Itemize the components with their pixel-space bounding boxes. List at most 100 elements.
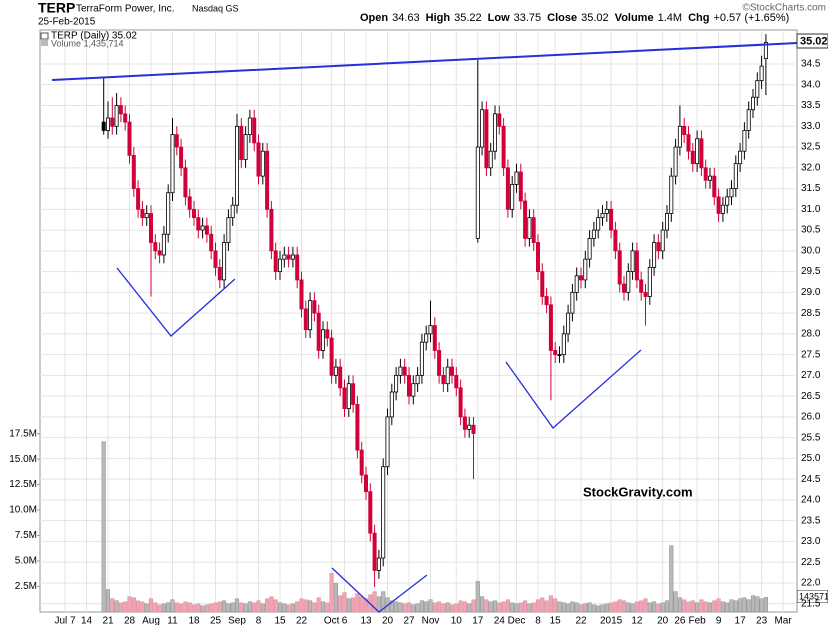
volume-bar [260,603,265,613]
candle-body [548,304,553,351]
candle-body [114,105,119,127]
y-tick-label: 25.0 [801,453,821,464]
grid [40,30,797,612]
volume-bar [561,602,566,613]
x-tick-label: Nov [422,616,440,625]
y-tick-label: 22.0 [801,578,821,589]
candle-body [484,109,489,169]
candle-body [742,130,747,152]
candle-body [174,134,179,148]
x-tick-label: 20 [382,616,394,625]
volume-tick-label: 15.0M [9,454,37,465]
exchange: Nasdaq GS [192,3,239,13]
candle-body [536,242,541,273]
candle-body [613,229,618,252]
volume-bar [437,601,442,613]
candle-body [492,113,497,152]
volume-bar [664,600,670,613]
y-tick-label: 21.5 [801,598,821,609]
candle-body [656,242,661,252]
y-tick-label: 23.0 [801,536,821,547]
candle-body [763,42,768,60]
volume-bar [196,603,201,613]
candle-body [295,254,300,281]
candle-body [428,325,433,335]
candle-body [136,188,141,210]
y-tick-label: 24.0 [801,495,821,506]
volume-tick-label: 7.5M [15,530,37,541]
y-tick-label: 25.5 [801,432,821,443]
candle-body [170,134,175,194]
candle-body [213,250,218,268]
volume-bar [131,597,136,613]
x-tick-label: 28 [124,616,136,625]
candle-body [708,175,713,181]
candle-body [411,383,416,397]
volume-bar [669,545,674,613]
quote-label: Volume [615,12,654,24]
candle-body [183,167,188,198]
volume-bar [484,599,489,613]
candle-body [652,242,657,268]
candle-body [209,233,214,252]
volume-bar [480,596,485,613]
volume-bar [101,441,106,613]
candle-body [604,208,609,214]
candle-body [510,184,515,210]
quote-value: +0.57 (+1.65%) [713,12,789,24]
v-mark [116,267,236,337]
volume-bar [136,600,141,613]
volume-bar [239,602,244,613]
y-tick-label: 23.5 [801,515,821,526]
volume-bar [488,601,493,613]
volume-bar [338,595,343,613]
candle-body [518,171,523,202]
volume-bar [105,589,111,613]
volume-bar [273,599,278,613]
volume-bar [510,602,515,613]
quote-value: 33.75 [514,12,542,24]
y-tick-label: 28.0 [801,329,821,340]
candle-body [540,271,545,297]
candle-body [376,557,381,571]
candle-body [127,121,132,156]
volume-bar [686,601,691,613]
volume-tick-label: 12.5M [9,479,37,490]
volume-bar [265,598,270,613]
x-tick-label: 18 [188,616,200,625]
y-tick-label: 22.5 [801,557,821,568]
annotations [51,42,798,613]
candle-body [497,113,502,127]
candle-body [755,80,760,98]
volume-bar [467,603,472,613]
candle-body [531,217,536,243]
y-tick-label: 30.0 [801,245,821,256]
volume-bar [123,601,128,613]
candle-body [501,125,506,169]
volume-bar [333,583,338,613]
volume-bar [402,603,407,613]
candle-body [265,150,270,210]
x-tick-label: 14 [81,616,93,625]
volume-bar [707,602,713,613]
quote-value: 34.63 [392,12,420,24]
candle-body [316,312,321,351]
candle-body [286,254,291,260]
copyright: ©StockCharts.com [742,3,826,14]
volume-bar [355,593,360,613]
volume-bar [553,598,558,613]
candle-body [179,146,184,169]
volume-bar [222,600,227,613]
volume-bar [639,600,644,613]
candle-body [596,217,601,231]
candle-body [729,188,734,198]
volume-bar [316,597,321,613]
candle-body [359,449,364,476]
y-tick-label: 34.0 [801,79,821,90]
volume-bar [626,602,631,613]
candle-body [488,150,493,169]
y-tick-label: 27.5 [801,349,821,360]
volume-bar [394,601,399,613]
volume-bar [342,592,347,613]
candle-body [368,491,373,534]
